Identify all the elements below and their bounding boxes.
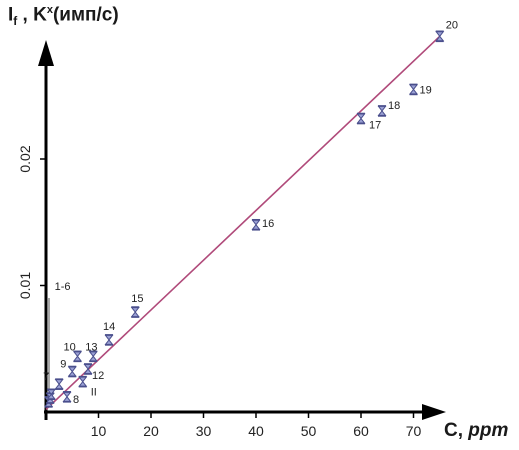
point-marker bbox=[377, 105, 387, 116]
point-label: 7 bbox=[43, 371, 49, 383]
y-axis-title-unit: (имп/с) bbox=[52, 4, 119, 26]
data-points: 1-6 7 8 9 10 II 12 13 14 15 16 17 18 19 20 bbox=[43, 19, 458, 408]
data-point: 13 bbox=[85, 341, 98, 363]
point-marker bbox=[104, 334, 114, 345]
x-tick-label: 20 bbox=[143, 423, 159, 439]
x-tick-label: 10 bbox=[91, 423, 107, 439]
point-label: 17 bbox=[369, 120, 381, 132]
point-marker bbox=[62, 391, 72, 402]
y-axis-title-main: I bbox=[8, 4, 14, 26]
point-marker bbox=[72, 351, 83, 362]
point-label: 20 bbox=[446, 19, 458, 31]
point-marker bbox=[83, 363, 93, 374]
x-tick-label: 60 bbox=[353, 423, 369, 439]
point-label: 16 bbox=[262, 218, 274, 230]
y-axis-title-subscript: f bbox=[13, 14, 18, 29]
axes: 10 20 30 40 50 60 70 0.01 0.02 bbox=[17, 40, 446, 439]
point-label: 18 bbox=[388, 100, 400, 112]
point-marker bbox=[435, 31, 445, 42]
y-tick-label: 0.02 bbox=[17, 145, 33, 172]
point-marker bbox=[408, 84, 419, 95]
point-label: 1-6 bbox=[55, 281, 71, 293]
point-marker bbox=[88, 351, 98, 362]
fit-line bbox=[45, 35, 441, 411]
y-axis-title: If , Kx(имп/с) bbox=[8, 4, 119, 28]
fit-line-group bbox=[45, 35, 441, 411]
y-axis-arrow bbox=[38, 40, 54, 66]
point-label: 14 bbox=[103, 321, 115, 333]
data-point: 12 bbox=[83, 363, 104, 382]
point-marker bbox=[356, 113, 366, 124]
x-tick-label: 40 bbox=[248, 423, 264, 439]
point-label: II bbox=[91, 387, 97, 399]
point-label: 9 bbox=[60, 359, 66, 371]
data-point: 20 bbox=[435, 19, 458, 43]
point-label: 8 bbox=[73, 394, 79, 406]
point-label: 15 bbox=[131, 293, 143, 305]
x-axis-arrow bbox=[422, 404, 446, 420]
data-point bbox=[46, 388, 56, 401]
x-tick-label: 30 bbox=[196, 423, 212, 439]
x-tick-label: 70 bbox=[406, 423, 422, 439]
data-point: 17 bbox=[356, 112, 381, 132]
point-marker bbox=[67, 366, 77, 377]
point-label: 10 bbox=[64, 341, 76, 353]
data-point: 8 bbox=[62, 391, 79, 406]
point-label: 13 bbox=[85, 341, 97, 353]
point-marker bbox=[78, 376, 88, 387]
x-axis-title-main: C, bbox=[444, 420, 463, 441]
data-point: 18 bbox=[377, 100, 400, 117]
data-point: 19 bbox=[408, 83, 432, 96]
data-point: 10 bbox=[64, 341, 83, 363]
y-axis-title-separator: , bbox=[17, 4, 34, 26]
data-point: 16 bbox=[251, 218, 274, 231]
y-axis-title-k: K bbox=[33, 4, 47, 26]
point-label: 12 bbox=[92, 370, 104, 382]
point-marker bbox=[251, 219, 261, 230]
point-label: 19 bbox=[420, 84, 432, 96]
point-marker bbox=[130, 307, 140, 318]
y-tick-label: 0.01 bbox=[17, 272, 33, 299]
y-axis-title-superscript: x bbox=[46, 4, 53, 16]
point-marker bbox=[54, 379, 64, 390]
x-axis-title-unit: ppm bbox=[468, 420, 509, 441]
x-tick-label: 50 bbox=[301, 423, 317, 439]
data-point: II bbox=[78, 375, 97, 399]
point-marker bbox=[46, 389, 56, 400]
data-point: 7 bbox=[43, 371, 64, 390]
data-point: 15 bbox=[130, 293, 144, 318]
data-point: 14 bbox=[103, 321, 115, 346]
x-axis-title: C, ppm bbox=[444, 420, 508, 442]
data-point: 9 bbox=[60, 359, 77, 378]
